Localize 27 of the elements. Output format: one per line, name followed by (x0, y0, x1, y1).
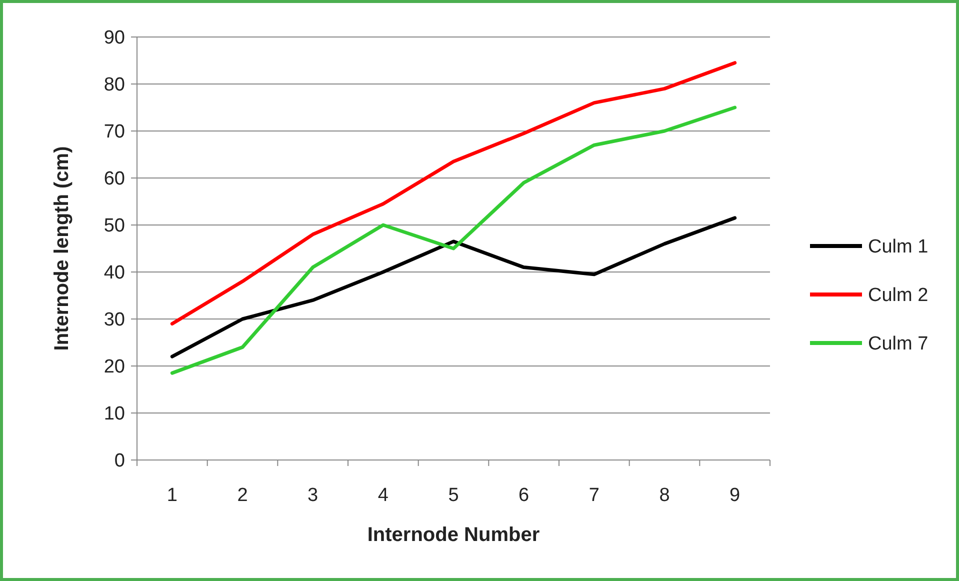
y-tick-label: 90 (104, 28, 125, 49)
y-tick-label: 80 (104, 74, 125, 96)
y-tick-label: 0 (114, 450, 125, 472)
x-tick-label: 1 (166, 485, 178, 506)
x-tick-label: 3 (308, 485, 318, 506)
y-tick-label: 20 (104, 356, 125, 378)
legend-label: Culm 1 (868, 236, 928, 258)
y-tick-label: 60 (104, 168, 125, 190)
y-tick-label: 50 (104, 216, 125, 237)
x-tick-label: 5 (448, 485, 459, 506)
y-tick-label: 30 (104, 310, 125, 331)
line-series (170, 216, 737, 358)
line-series (170, 61, 737, 326)
line-series (170, 106, 737, 375)
x-axis-title: Internode Number (367, 524, 540, 546)
legend-label: Culm 7 (868, 334, 928, 355)
y-tick-label: 10 (104, 404, 125, 425)
legend-label: Culm 2 (868, 285, 928, 306)
y-axis-title: Internode length (cm) (51, 146, 73, 351)
x-tick-label: 6 (518, 485, 530, 506)
x-tick-label: 9 (730, 485, 740, 506)
x-tick-label: 2 (237, 485, 248, 506)
x-tick-label: 8 (659, 485, 670, 506)
x-tick-label: 7 (588, 485, 600, 506)
y-tick-label: 70 (104, 122, 125, 143)
x-tick-label: 4 (378, 485, 389, 506)
y-tick-label: 40 (104, 262, 125, 284)
